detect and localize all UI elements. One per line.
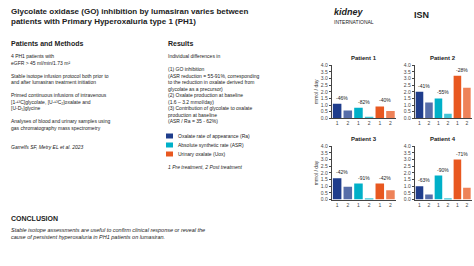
svg-text:kidney: kidney [334,7,364,17]
svg-text:Absolute synthetic rate (ASR): Absolute synthetic rate (ASR) [178,142,244,148]
svg-text:0.5: 0.5 [321,190,328,196]
svg-text:1.5: 1.5 [321,176,328,182]
svg-text:2: 2 [428,120,431,126]
svg-text:1: 1 [378,202,381,208]
svg-text:4.0: 4.0 [404,62,411,68]
svg-text:2.5: 2.5 [321,82,328,88]
svg-text:Patient 4: Patient 4 [430,136,456,142]
svg-text:4.0: 4.0 [321,62,328,68]
svg-text:1.5: 1.5 [404,176,411,182]
svg-text:1: 1 [336,202,339,208]
svg-text:Patients and Methods: Patients and Methods [11,40,83,47]
svg-text:Urinary oxalate (Uox): Urinary oxalate (Uox) [178,151,226,157]
svg-text:4.0: 4.0 [404,143,411,149]
svg-text:2.5: 2.5 [404,163,411,169]
svg-text:1: 1 [456,202,459,208]
svg-text:0.0: 0.0 [404,196,411,202]
svg-text:Stable isotope assessments are: Stable isotope assessments are useful to… [11,227,205,240]
svg-text:2: 2 [389,202,392,208]
svg-text:1.5: 1.5 [321,95,328,101]
svg-text:4 PH1 patients witheGFR > 45 m: 4 PH1 patients witheGFR > 45 ml/min/1.73… [11,53,110,131]
svg-text:3.5: 3.5 [321,69,328,75]
svg-text:Patient 1: Patient 1 [351,55,377,61]
svg-text:1.0: 1.0 [321,183,328,189]
svg-text:1.0: 1.0 [404,183,411,189]
svg-text:1: 1 [357,120,360,126]
svg-text:2: 2 [465,202,468,208]
svg-text:4.0: 4.0 [321,143,328,149]
svg-text:-63%: -63% [418,177,430,183]
svg-text:Individual differences in(1) G: Individual differences in(1) GO inhibiti… [168,53,260,124]
svg-text:2.0: 2.0 [321,89,328,95]
svg-text:2.5: 2.5 [404,82,411,88]
svg-text:0.0: 0.0 [321,115,328,121]
svg-text:2.0: 2.0 [404,89,411,95]
svg-text:mmol / day: mmol / day [313,79,319,104]
svg-text:Results: Results [168,40,193,47]
svg-text:2.0: 2.0 [404,170,411,176]
svg-text:CONCLUSION: CONCLUSION [11,215,58,222]
svg-text:1: 1 [418,120,421,126]
svg-text:1.0: 1.0 [321,102,328,108]
svg-text:2: 2 [368,120,371,126]
svg-text:Oxalate rate of appearance (Ra: Oxalate rate of appearance (Ra) [178,133,250,139]
svg-text:0.0: 0.0 [404,115,411,121]
svg-text:2.0: 2.0 [321,170,328,176]
svg-text:ISN: ISN [414,10,429,20]
svg-text:1: 1 [437,202,440,208]
svg-text:2: 2 [465,120,468,126]
svg-text:-41%: -41% [418,83,430,89]
svg-text:-91%: -91% [358,175,370,181]
svg-text:1: 1 [456,120,459,126]
svg-text:-82%: -82% [358,99,370,105]
svg-text:1.0: 1.0 [404,102,411,108]
svg-text:2: 2 [428,202,431,208]
svg-text:0.5: 0.5 [404,108,411,114]
svg-text:0.5: 0.5 [404,190,411,196]
svg-text:-46%: -46% [336,95,348,101]
svg-text:-55%: -55% [437,89,449,95]
svg-text:3.0: 3.0 [404,156,411,162]
svg-text:2: 2 [368,202,371,208]
svg-text:3.5: 3.5 [404,150,411,156]
svg-text:-42%: -42% [336,169,348,175]
svg-text:2: 2 [346,202,349,208]
svg-text:0.5: 0.5 [321,108,328,114]
svg-text:1.5: 1.5 [404,95,411,101]
svg-text:-90%: -90% [437,167,449,173]
svg-text:1 Pre treatment, 2 Post treatm: 1 Pre treatment, 2 Post treatment [168,164,243,170]
svg-text:2: 2 [447,202,450,208]
svg-text:Patient 2: Patient 2 [430,55,456,61]
svg-text:-42%: -42% [379,175,391,181]
svg-text:2: 2 [389,120,392,126]
svg-text:Patient 3: Patient 3 [351,136,377,142]
svg-text:-28%: -28% [456,67,468,73]
svg-text:mmol / day: mmol / day [313,160,319,185]
svg-text:0.0: 0.0 [321,196,328,202]
svg-text:3.5: 3.5 [321,150,328,156]
svg-text:1: 1 [357,202,360,208]
svg-text:-71%: -71% [456,151,468,157]
svg-text:3.0: 3.0 [404,75,411,81]
svg-text:INTERNATIONAL: INTERNATIONAL [334,19,374,25]
svg-text:2: 2 [346,120,349,126]
svg-text:3.5: 3.5 [404,69,411,75]
svg-text:-40%: -40% [379,97,391,103]
svg-text:Glycolate oxidase (GO) inhibit: Glycolate oxidase (GO) inhibition by lum… [11,7,249,26]
svg-text:1: 1 [418,202,421,208]
svg-text:1: 1 [437,120,440,126]
svg-text:3.0: 3.0 [321,75,328,81]
svg-text:3.0: 3.0 [321,156,328,162]
svg-text:2: 2 [447,120,450,126]
svg-text:Garrelfs SF, Metry EL et al. 2: Garrelfs SF, Metry EL et al. 2023 [11,144,84,150]
svg-text:1: 1 [336,120,339,126]
svg-text:1: 1 [378,120,381,126]
svg-text:2.5: 2.5 [321,163,328,169]
